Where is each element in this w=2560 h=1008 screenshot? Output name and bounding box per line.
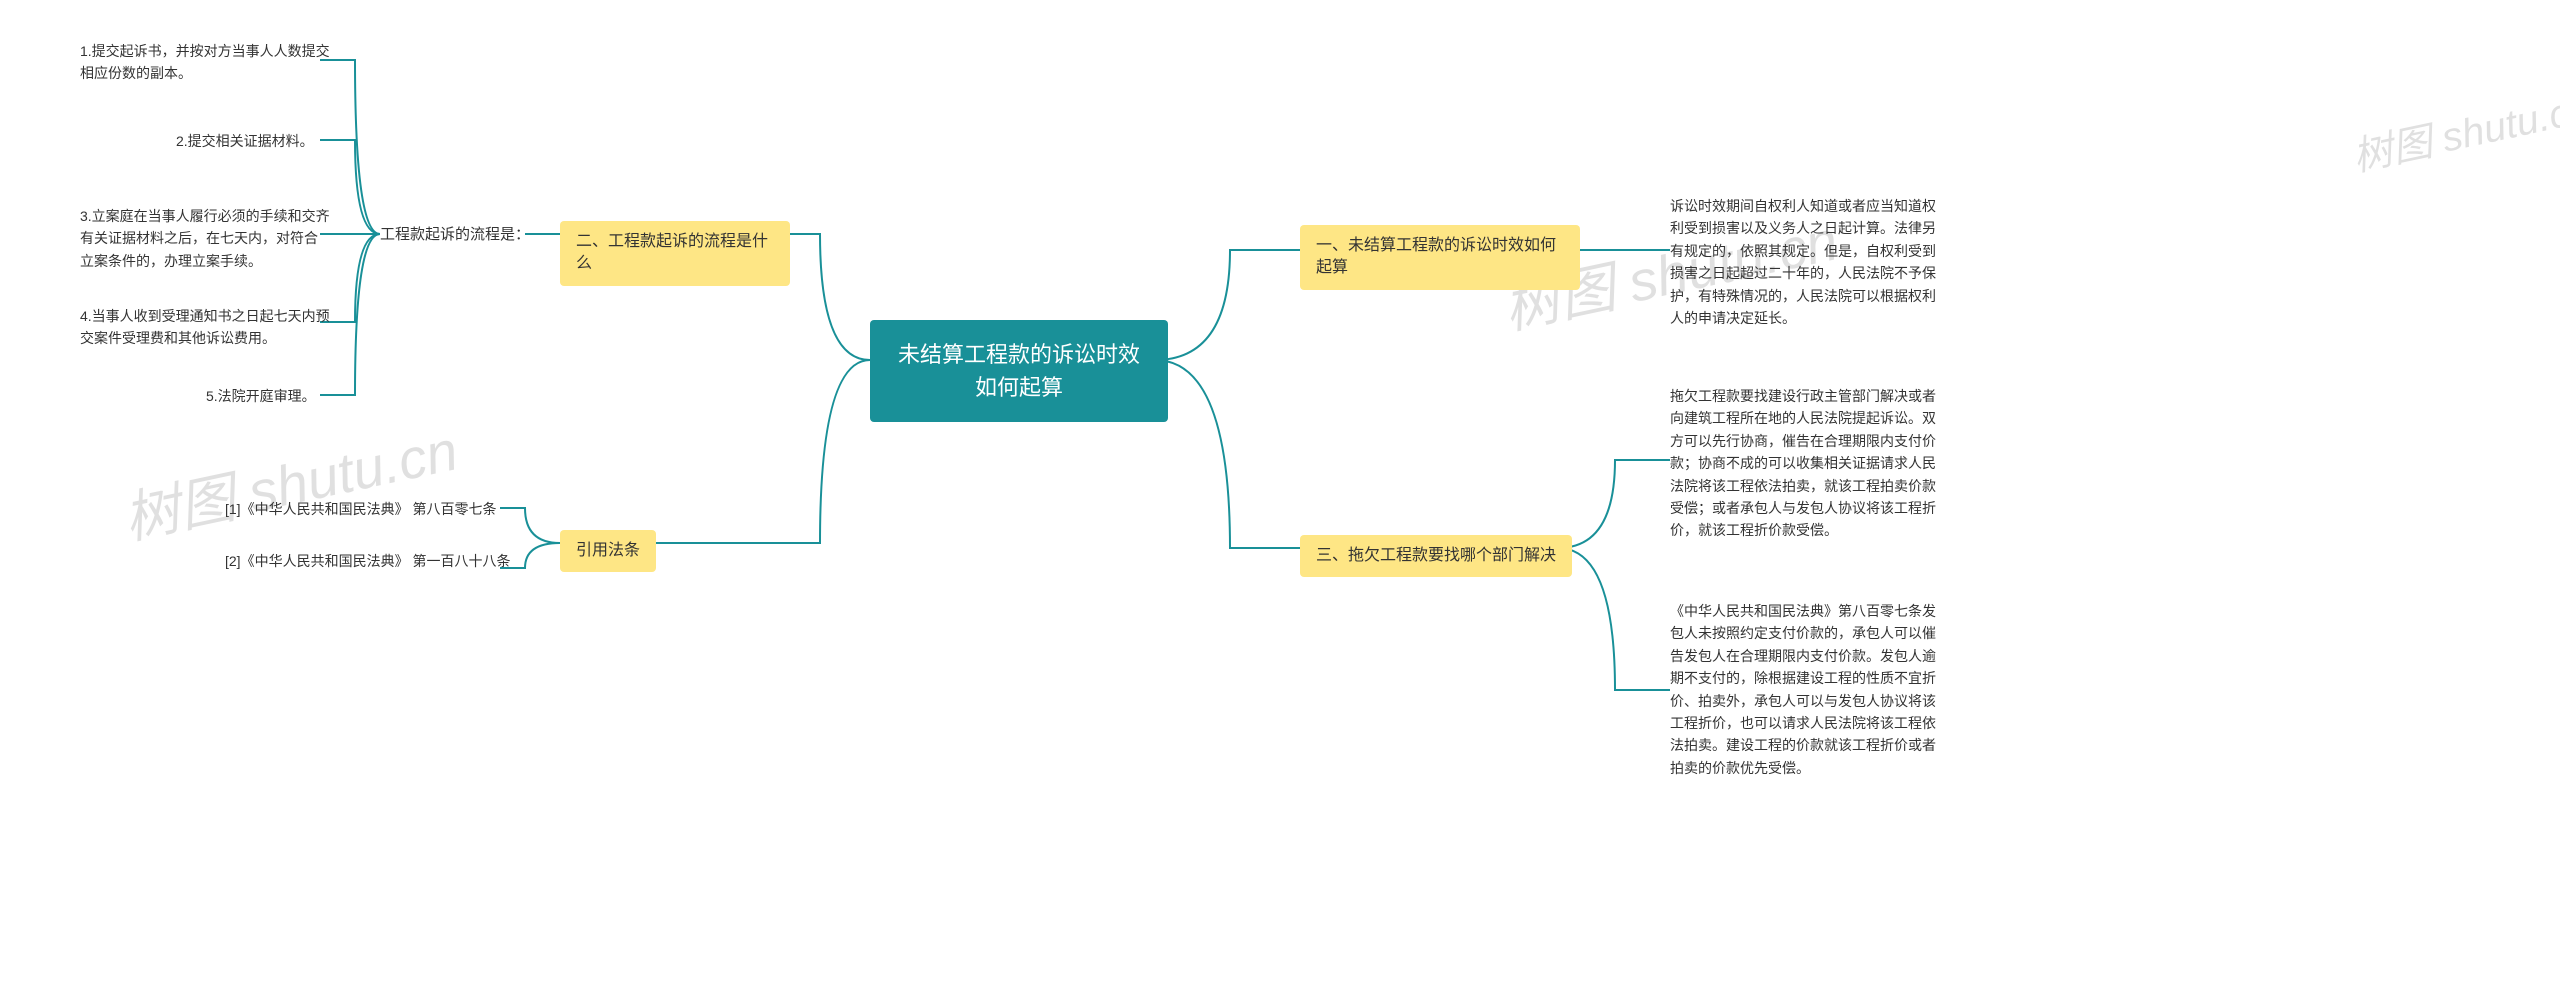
leaf-right-1-1: 诉讼时效期间自权利人知道或者应当知道权利受到损害以及义务人之日起计算。法律另有规… [1670,195,1940,329]
leaf-left-2-1: [1]《中华人民共和国民法典》 第八百零七条 [225,498,496,520]
sub-left-1: 工程款起诉的流程是： [380,224,530,247]
leaf-left-1-4: 4.当事人收到受理通知书之日起七天内预交案件受理费和其他诉讼费用。 [80,305,330,350]
leaf-right-2-2: 《中华人民共和国民法典》第八百零七条发包人未按照约定支付价款的，承包人可以催告发… [1670,600,1940,779]
branch-left-2[interactable]: 引用法条 [560,530,656,572]
branch-left-1-label: 二、工程款起诉的流程是什么 [576,233,768,272]
leaf-right-2-1: 拖欠工程款要找建设行政主管部门解决或者向建筑工程所在地的人民法院提起诉讼。双方可… [1670,385,1940,542]
watermark-topright: 树图 shutu.cn [2347,75,2560,182]
branch-left-1[interactable]: 二、工程款起诉的流程是什么 [560,221,790,286]
leaf-left-2-2: [2]《中华人民共和国民法典》 第一百八十八条 [225,550,510,572]
leaf-left-1-2: 2.提交相关证据材料。 [176,130,314,152]
leaf-left-1-1: 1.提交起诉书，并按对方当事人人数提交相应份数的副本。 [80,40,330,85]
branch-right-2[interactable]: 三、拖欠工程款要找哪个部门解决 [1300,535,1572,577]
central-line2: 如何起算 [975,375,1063,400]
leaf-left-1-3: 3.立案庭在当事人履行必须的手续和交齐有关证据材料之后，在七天内，对符合立案条件… [80,205,330,272]
watermark-left: 树图 shutu.cn [115,406,464,556]
branch-right-1[interactable]: 一、未结算工程款的诉讼时效如何起算 [1300,225,1580,290]
branch-right-2-label: 三、拖欠工程款要找哪个部门解决 [1316,547,1556,564]
central-node[interactable]: 未结算工程款的诉讼时效 如何起算 [870,320,1168,422]
central-line1: 未结算工程款的诉讼时效 [898,342,1140,367]
branch-right-1-label: 一、未结算工程款的诉讼时效如何起算 [1316,237,1556,276]
branch-left-2-label: 引用法条 [576,542,640,559]
leaf-left-1-5: 5.法院开庭审理。 [206,385,316,407]
